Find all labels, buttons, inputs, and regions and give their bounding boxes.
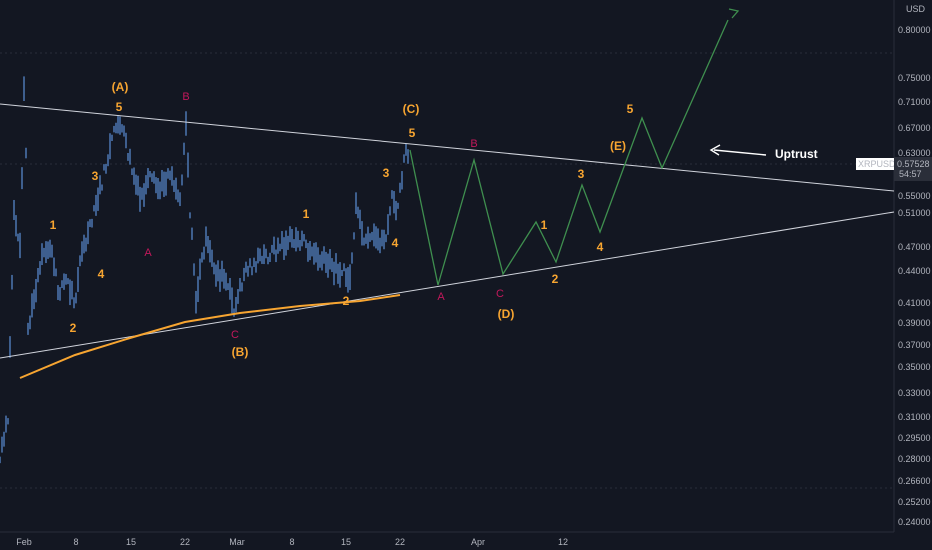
uptrust-arrowhead bbox=[709, 144, 721, 156]
currency-label: USD bbox=[906, 4, 926, 14]
candles bbox=[0, 76, 409, 464]
wave-label: A bbox=[144, 247, 152, 259]
y-tick-label: 0.25200 bbox=[898, 497, 931, 507]
wave-label: C bbox=[231, 329, 239, 341]
wave-label: 5 bbox=[116, 100, 123, 114]
wave-label: 5 bbox=[627, 102, 634, 116]
countdown-label: 54:57 bbox=[899, 169, 922, 179]
wave-label: (E) bbox=[610, 139, 626, 153]
lower-trendline bbox=[0, 211, 895, 359]
y-tick-label: 0.29500 bbox=[898, 433, 931, 443]
x-tick-label: 15 bbox=[341, 537, 351, 547]
y-tick-label: 0.67000 bbox=[898, 123, 931, 133]
y-tick-label: 0.44000 bbox=[898, 266, 931, 276]
wave-label: 1 bbox=[303, 207, 310, 221]
symbol-label: XRPUSD bbox=[858, 159, 896, 169]
wave-label: (B) bbox=[232, 345, 249, 359]
x-tick-label: Mar bbox=[229, 537, 245, 547]
y-tick-label: 0.47000 bbox=[898, 242, 931, 252]
wave-label: 3 bbox=[383, 166, 390, 180]
last-price-box bbox=[894, 157, 932, 181]
uptrust-annotation: Uptrust bbox=[775, 147, 818, 161]
y-tick-label: 0.39000 bbox=[898, 318, 931, 328]
y-tick-label: 0.41000 bbox=[898, 298, 931, 308]
wave-label: (D) bbox=[498, 307, 515, 321]
x-tick-label: Apr bbox=[471, 537, 485, 547]
wave-label: A bbox=[437, 291, 445, 303]
wave-label: 4 bbox=[98, 267, 105, 281]
y-tick-label: 0.35000 bbox=[898, 362, 931, 372]
wave-label: 2 bbox=[552, 272, 559, 286]
x-tick-label: 15 bbox=[126, 537, 136, 547]
wave-label: (A) bbox=[112, 80, 129, 94]
wave-label: 3 bbox=[92, 169, 99, 183]
x-tick-label: 22 bbox=[180, 537, 190, 547]
wave-label: 3 bbox=[578, 167, 585, 181]
wave-label: 4 bbox=[597, 240, 604, 254]
wave-label: 2 bbox=[70, 321, 77, 335]
uptrust-arrow-line bbox=[713, 149, 767, 156]
wave-label: 1 bbox=[541, 218, 548, 232]
y-tick-label: 0.33000 bbox=[898, 388, 931, 398]
y-tick-label: 0.37000 bbox=[898, 340, 931, 350]
y-tick-label: 0.28000 bbox=[898, 454, 931, 464]
x-tick-label: 22 bbox=[395, 537, 405, 547]
y-tick-label: 0.71000 bbox=[898, 97, 931, 107]
x-tick-label: Feb bbox=[16, 537, 32, 547]
wave-label: 4 bbox=[392, 236, 399, 250]
wave-label: 1 bbox=[50, 218, 57, 232]
y-tick-label: 0.75000 bbox=[898, 73, 931, 83]
wave-label: B bbox=[470, 138, 477, 150]
y-tick-label: 0.51000 bbox=[898, 208, 931, 218]
y-tick-label: 0.55000 bbox=[898, 191, 931, 201]
upper-trendline bbox=[0, 103, 895, 192]
y-tick-label: 0.26600 bbox=[898, 476, 931, 486]
wave-label: C bbox=[496, 288, 504, 300]
projection-path bbox=[409, 19, 729, 286]
y-tick-label: 0.63000 bbox=[898, 148, 931, 158]
last-price-label: 0.57528 bbox=[897, 159, 930, 169]
y-tick-label: 0.80000 bbox=[898, 25, 931, 35]
x-tick-label: 8 bbox=[289, 537, 294, 547]
y-tick-label: 0.31000 bbox=[898, 412, 931, 422]
y-tick-label: 0.24000 bbox=[898, 517, 931, 527]
wave-label: B bbox=[182, 91, 189, 103]
wave-label: 5 bbox=[409, 126, 416, 140]
wave-label: 2 bbox=[343, 294, 350, 308]
orange-support-line bbox=[19, 294, 401, 379]
wave-label: (C) bbox=[403, 102, 420, 116]
projection-arrowhead bbox=[728, 8, 740, 19]
symbol-tag bbox=[856, 158, 900, 170]
x-tick-label: 8 bbox=[73, 537, 78, 547]
x-tick-label: 12 bbox=[558, 537, 568, 547]
